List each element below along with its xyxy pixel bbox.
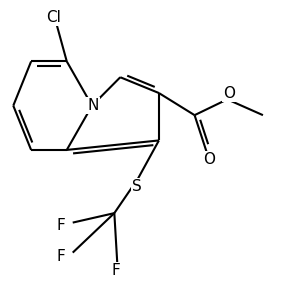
Text: F: F <box>56 218 65 233</box>
Text: F: F <box>111 263 120 278</box>
Text: S: S <box>132 179 142 194</box>
Text: Cl: Cl <box>46 10 61 25</box>
Text: O: O <box>223 85 235 101</box>
Text: F: F <box>56 249 65 264</box>
Text: N: N <box>87 98 99 113</box>
Text: O: O <box>203 152 215 167</box>
